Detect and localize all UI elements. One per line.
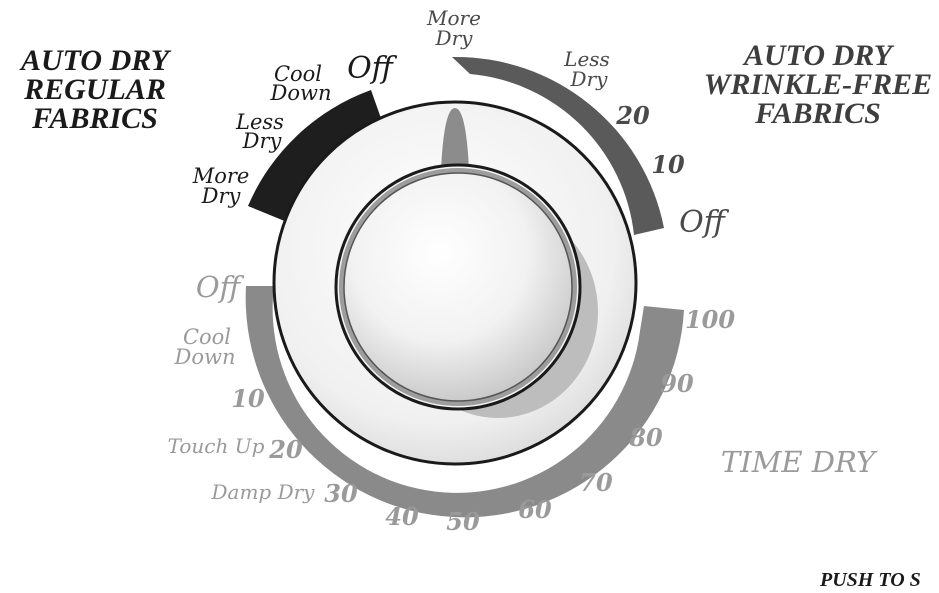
wrinkle-free-title-line-1: AUTO DRY — [742, 39, 895, 72]
push-to-start-label: PUSH TO S — [819, 569, 921, 591]
time-70-label[interactable]: 70 — [579, 468, 613, 497]
wrinkle-10-label[interactable]: 10 — [651, 150, 685, 179]
regular-less-dry-label-1[interactable]: Less — [235, 110, 284, 134]
time-30-label[interactable]: 30 — [324, 479, 358, 508]
regular-less-dry-label-2[interactable]: Dry — [242, 129, 283, 153]
time-dry-title: TIME DRY — [721, 445, 878, 479]
wrinkle-less-dry-label-2[interactable]: Dry — [570, 67, 609, 91]
time-cool-down-label-2[interactable]: Down — [174, 345, 236, 369]
dial-knob-cap[interactable] — [343, 172, 573, 402]
time-60-label[interactable]: 60 — [518, 495, 552, 524]
time-touch-up-label[interactable]: Touch Up — [168, 434, 265, 458]
time-40-label[interactable]: 40 — [385, 502, 419, 531]
time-cool-down-label-1[interactable]: Cool — [183, 325, 231, 349]
time-dry-band — [245, 286, 684, 518]
wrinkle-20-label[interactable]: 20 — [615, 101, 650, 130]
wrinkle-off-label[interactable]: Off — [679, 205, 730, 240]
time-10-label[interactable]: 10 — [231, 384, 265, 413]
wrinkle-free-title-line-3: FABRICS — [754, 97, 881, 130]
wrinkle-free-title-line-2: WRINKLE-FREE — [704, 68, 932, 101]
regular-title-line-3: FABRICS — [31, 102, 158, 135]
wrinkle-free-band — [452, 56, 664, 235]
regular-off-label[interactable]: Off — [347, 51, 398, 86]
time-90-label[interactable]: 90 — [660, 369, 694, 398]
time-100-label[interactable]: 100 — [685, 305, 735, 334]
dial-pointer[interactable] — [441, 108, 469, 170]
time-20-label[interactable]: 20 — [268, 435, 303, 464]
wrinkle-less-dry-label-1[interactable]: Less — [563, 47, 610, 71]
regular-cool-down-label-1[interactable]: Cool — [274, 62, 322, 86]
wrinkle-more-dry-label-2[interactable]: Dry — [435, 26, 474, 50]
time-80-label[interactable]: 80 — [628, 423, 663, 452]
time-damp-dry-label[interactable]: Damp Dry — [211, 480, 316, 504]
regular-more-dry-label-2[interactable]: Dry — [201, 184, 242, 208]
time-50-label[interactable]: 50 — [446, 507, 480, 536]
regular-more-dry-label-1[interactable]: More — [192, 164, 250, 188]
regular-cool-down-label-2[interactable]: Down — [270, 81, 332, 105]
regular-title-line-1: AUTO DRY — [19, 44, 172, 77]
regular-title-line-2: REGULAR — [23, 73, 166, 106]
wrinkle-more-dry-label-1[interactable]: More — [426, 6, 481, 30]
time-off-label[interactable]: Off — [196, 270, 245, 304]
regular-fabrics-band — [248, 90, 383, 222]
